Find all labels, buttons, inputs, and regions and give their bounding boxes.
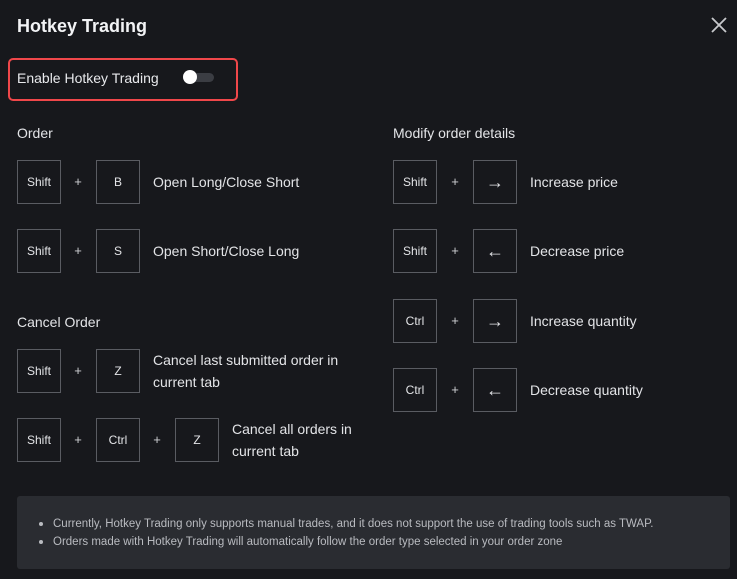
plus: + xyxy=(451,243,459,258)
order-heading: Order xyxy=(17,125,53,141)
shortcut-action: Cancel all orders in current tab xyxy=(232,418,352,462)
key: Shift xyxy=(17,160,61,204)
plus: + xyxy=(74,432,82,447)
shortcut-action: Open Short/Close Long xyxy=(153,243,300,259)
highlight-box xyxy=(8,58,238,101)
plus: + xyxy=(451,313,459,328)
enable-hotkey-toggle[interactable] xyxy=(183,70,214,84)
note-item: Currently, Hotkey Trading only supports … xyxy=(39,515,730,533)
action-line: current tab xyxy=(232,443,299,459)
key: Ctrl xyxy=(393,368,437,412)
key: Shift xyxy=(17,349,61,393)
dialog-title: Hotkey Trading xyxy=(17,16,148,36)
cancel-order-heading: Cancel Order xyxy=(17,314,101,330)
key: Shift xyxy=(393,160,437,204)
key: Shift xyxy=(17,418,61,462)
shortcut-action: Open Long/Close Short xyxy=(153,174,300,190)
shortcut-action: Decrease price xyxy=(530,243,625,259)
modify-order-heading: Modify order details xyxy=(393,125,516,141)
arrow-left-key: ← xyxy=(473,229,517,273)
close-icon xyxy=(711,17,727,33)
plus: + xyxy=(153,432,161,447)
key: Z xyxy=(175,418,219,462)
enable-label: Enable Hotkey Trading xyxy=(17,70,159,86)
shortcut-action: Cancel last submitted order in current ta… xyxy=(153,349,338,393)
action-line: Cancel last submitted order in xyxy=(153,352,339,368)
plus: + xyxy=(451,174,459,189)
action-line: current tab xyxy=(153,374,220,390)
shortcut-action: Increase quantity xyxy=(530,313,637,329)
note-item: Orders made with Hotkey Trading will aut… xyxy=(39,533,730,551)
key: Shift xyxy=(17,229,61,273)
key: Z xyxy=(96,349,140,393)
shortcut-action: Decrease quantity xyxy=(530,382,643,398)
key: Ctrl xyxy=(393,299,437,343)
arrow-right-key: → xyxy=(473,299,517,343)
close-button[interactable] xyxy=(708,14,730,36)
key: Ctrl xyxy=(96,418,140,462)
plus: + xyxy=(451,382,459,397)
key: B xyxy=(96,160,140,204)
shortcut-action: Increase price xyxy=(530,174,618,190)
action-line: Cancel all orders in xyxy=(232,421,352,437)
plus: + xyxy=(74,243,82,258)
arrow-right-key: → xyxy=(473,160,517,204)
arrow-left-key: ← xyxy=(473,368,517,412)
key: Shift xyxy=(393,229,437,273)
info-notes: Currently, Hotkey Trading only supports … xyxy=(17,496,730,569)
key: S xyxy=(96,229,140,273)
plus: + xyxy=(74,363,82,378)
plus: + xyxy=(74,174,82,189)
